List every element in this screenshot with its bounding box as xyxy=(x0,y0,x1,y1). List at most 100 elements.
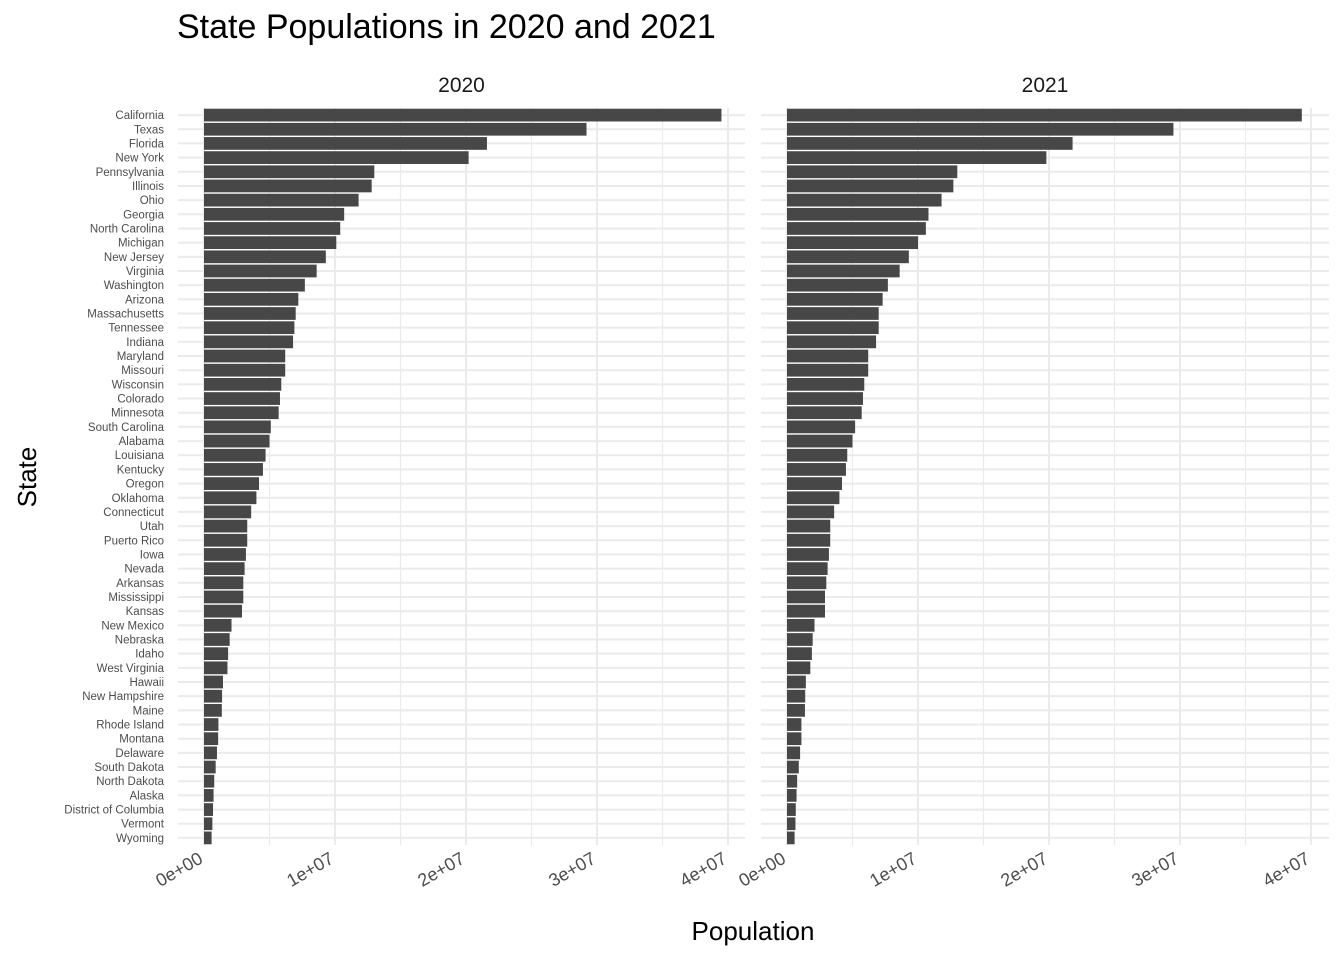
bar-2020-arizona xyxy=(204,292,299,306)
state-label: Indiana xyxy=(126,337,164,349)
bar-2021-oklahoma xyxy=(787,491,840,505)
state-label: New Mexico xyxy=(101,620,164,632)
bar-2020-illinois xyxy=(204,179,372,193)
bar-2020-new-hampshire xyxy=(204,689,223,703)
bar-2021-hawaii xyxy=(787,675,806,689)
bar-2021-north-carolina xyxy=(787,222,926,235)
chart-title: State Populations in 2020 and 2021 xyxy=(177,8,716,46)
bar-2020-missouri xyxy=(204,363,286,377)
bar-2020-oregon xyxy=(204,477,260,490)
bar-2020-mississippi xyxy=(204,590,244,604)
state-label: Vermont xyxy=(121,819,165,831)
state-label: Illinois xyxy=(132,181,164,193)
bar-2020-alabama xyxy=(204,434,270,448)
state-label: Pennsylvania xyxy=(96,167,165,179)
bar-2021-maryland xyxy=(787,349,869,363)
state-label: North Carolina xyxy=(90,223,165,235)
bar-2020-hawaii xyxy=(204,675,223,689)
bar-2020-kansas xyxy=(204,604,242,618)
bar-2020-california xyxy=(204,108,722,122)
bar-2021-idaho xyxy=(787,647,812,661)
bar-2020-wyoming xyxy=(204,831,212,845)
state-label: Michigan xyxy=(118,238,164,250)
bar-2021-wyoming xyxy=(787,831,795,845)
bar-2020-virginia xyxy=(204,264,317,278)
bar-2021-arizona xyxy=(787,292,883,306)
state-label: Maryland xyxy=(117,351,164,363)
bar-2021-michigan xyxy=(787,236,918,250)
bar-2020-tennessee xyxy=(204,321,295,335)
state-label: Alaska xyxy=(129,790,164,802)
bar-2021-arkansas xyxy=(787,576,827,590)
x-tick-label: 0e+00 xyxy=(152,848,206,891)
state-label: Alabama xyxy=(119,436,165,448)
x-tick-label: 1e+07 xyxy=(866,848,920,891)
facet-label: 2021 xyxy=(1022,74,1069,97)
bar-2020-new-york xyxy=(204,151,469,164)
bar-2021-new-york xyxy=(787,151,1047,164)
bar-2020-pennsylvania xyxy=(204,165,375,179)
bar-2021-nebraska xyxy=(787,633,813,646)
bar-2021-west-virginia xyxy=(787,661,811,675)
state-label: New Jersey xyxy=(104,252,164,264)
state-label: Oklahoma xyxy=(112,493,165,505)
state-label: Kansas xyxy=(126,606,165,618)
bar-2021-ohio xyxy=(787,193,942,207)
bar-2020-south-dakota xyxy=(204,760,216,774)
bar-2020-vermont xyxy=(204,817,213,831)
state-label: District of Columbia xyxy=(64,805,164,817)
state-label: Tennessee xyxy=(108,323,164,335)
state-label: Missouri xyxy=(121,365,164,377)
bar-2020-colorado xyxy=(204,392,280,405)
state-label: Georgia xyxy=(123,209,165,221)
state-label: Hawaii xyxy=(129,677,164,689)
bar-2020-maine xyxy=(204,703,222,717)
state-label: Connecticut xyxy=(103,507,165,519)
y-axis-title: State xyxy=(12,447,42,508)
bar-2021-vermont xyxy=(787,817,796,831)
state-label: New Hampshire xyxy=(82,691,164,703)
state-label: South Dakota xyxy=(94,762,164,774)
bar-2020-massachusetts xyxy=(204,307,296,320)
state-label: Massachusetts xyxy=(87,309,164,321)
bar-2021-south-dakota xyxy=(787,760,799,774)
state-label: Colorado xyxy=(117,394,164,406)
bar-2020-nebraska xyxy=(204,633,230,646)
state-label: Maine xyxy=(133,705,164,717)
bar-2020-montana xyxy=(204,732,219,746)
bar-2020-rhode-island xyxy=(204,718,219,731)
bar-2021-new-mexico xyxy=(787,618,815,632)
state-label: North Dakota xyxy=(96,776,164,788)
bar-2020-north-dakota xyxy=(204,774,215,788)
state-label: California xyxy=(115,110,164,122)
bar-2020-minnesota xyxy=(204,406,279,420)
x-tick-label: 4e+07 xyxy=(676,848,730,891)
state-label: Wyoming xyxy=(116,833,164,845)
bar-2021-alabama xyxy=(787,434,853,448)
x-tick-label: 0e+00 xyxy=(735,848,789,891)
state-label: Arizona xyxy=(125,294,165,306)
bar-2021-mississippi xyxy=(787,590,825,604)
state-label: Wisconsin xyxy=(112,379,164,391)
bar-2020-maryland xyxy=(204,349,286,363)
bar-2020-louisiana xyxy=(204,448,266,462)
facet-label: 2020 xyxy=(438,74,485,97)
state-label: Louisiana xyxy=(115,450,165,462)
bar-2021-utah xyxy=(787,519,831,533)
bar-2021-kansas xyxy=(787,604,825,618)
bar-2020-georgia xyxy=(204,207,345,221)
x-tick-label: 4e+07 xyxy=(1259,848,1313,891)
bar-2021-california xyxy=(787,108,1302,122)
bar-2020-indiana xyxy=(204,335,294,349)
state-label: Texas xyxy=(134,124,164,136)
state-label: Nevada xyxy=(124,564,164,576)
state-label: Florida xyxy=(129,138,165,150)
state-label: New York xyxy=(115,153,164,165)
bar-2021-massachusetts xyxy=(787,307,879,320)
bar-2021-montana xyxy=(787,732,802,746)
state-label: Montana xyxy=(119,734,164,746)
bar-2020-delaware xyxy=(204,746,217,760)
bar-2021-puerto-rico xyxy=(787,533,831,547)
bar-2021-virginia xyxy=(787,264,900,278)
bar-2020-texas xyxy=(204,122,587,136)
